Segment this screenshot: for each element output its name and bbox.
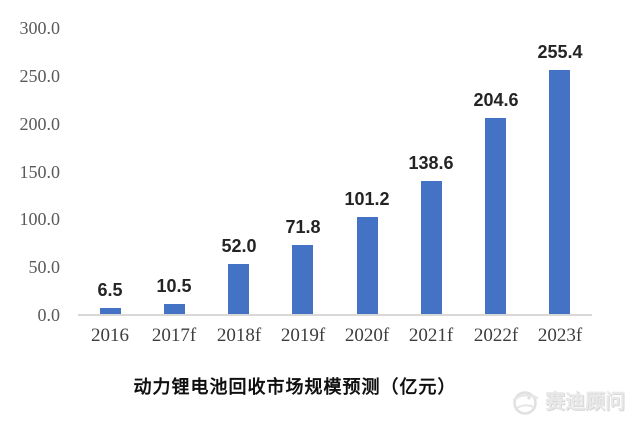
bar-value-label: 6.5 — [97, 280, 123, 300]
bar-value-label: 101.2 — [344, 189, 390, 209]
bar-value-label: 204.6 — [473, 90, 519, 110]
x-axis-tick-label: 2020f — [344, 325, 390, 346]
watermark-logo-icon — [512, 391, 539, 415]
watermark-text: 赛迪顾问 — [545, 391, 625, 413]
bar-chart-plot-area: 300.0 250.0 200.0 150.0 100.0 50.0 0.0 6.5 2016 1… — [19, 18, 592, 346]
bar — [357, 217, 378, 314]
x-axis-tick-label: 2018f — [216, 325, 262, 346]
bar-value-label: 138.6 — [408, 153, 454, 173]
bar-value-label: 10.5 — [156, 276, 192, 296]
bar — [164, 304, 185, 314]
chart-title: 动力锂电池回收市场规模预测（亿元） — [133, 377, 457, 397]
bar — [549, 70, 570, 314]
watermark: 赛迪顾问 — [511, 386, 636, 418]
y-axis-tick-label: 300.0 — [19, 18, 61, 38]
bar-value-label: 255.4 — [537, 42, 583, 62]
bar — [100, 308, 121, 314]
x-axis-tick-label: 2021f — [408, 325, 454, 346]
bar — [485, 118, 506, 314]
x-axis-tick-label: 2023f — [537, 325, 583, 346]
y-axis-tick-label: 250.0 — [19, 66, 61, 86]
bar — [421, 181, 442, 314]
x-axis-tick-label: 2022f — [473, 325, 519, 346]
y-axis-tick-label: 100.0 — [19, 209, 61, 229]
y-axis-tick-label: 50.0 — [28, 257, 61, 277]
bar — [228, 264, 249, 314]
y-axis-tick-label: 0.0 — [37, 305, 61, 325]
bar-value-label: 52.0 — [221, 236, 257, 256]
x-axis-line — [78, 314, 592, 316]
x-axis-tick-label: 2019f — [280, 325, 326, 346]
bar-value-label: 71.8 — [285, 217, 321, 237]
y-axis-tick-label: 150.0 — [19, 162, 61, 182]
x-axis-tick-label: 2017f — [151, 325, 197, 346]
bar — [292, 245, 313, 314]
x-axis-tick-label: 2016 — [91, 325, 129, 346]
y-axis-tick-label: 200.0 — [19, 114, 61, 134]
